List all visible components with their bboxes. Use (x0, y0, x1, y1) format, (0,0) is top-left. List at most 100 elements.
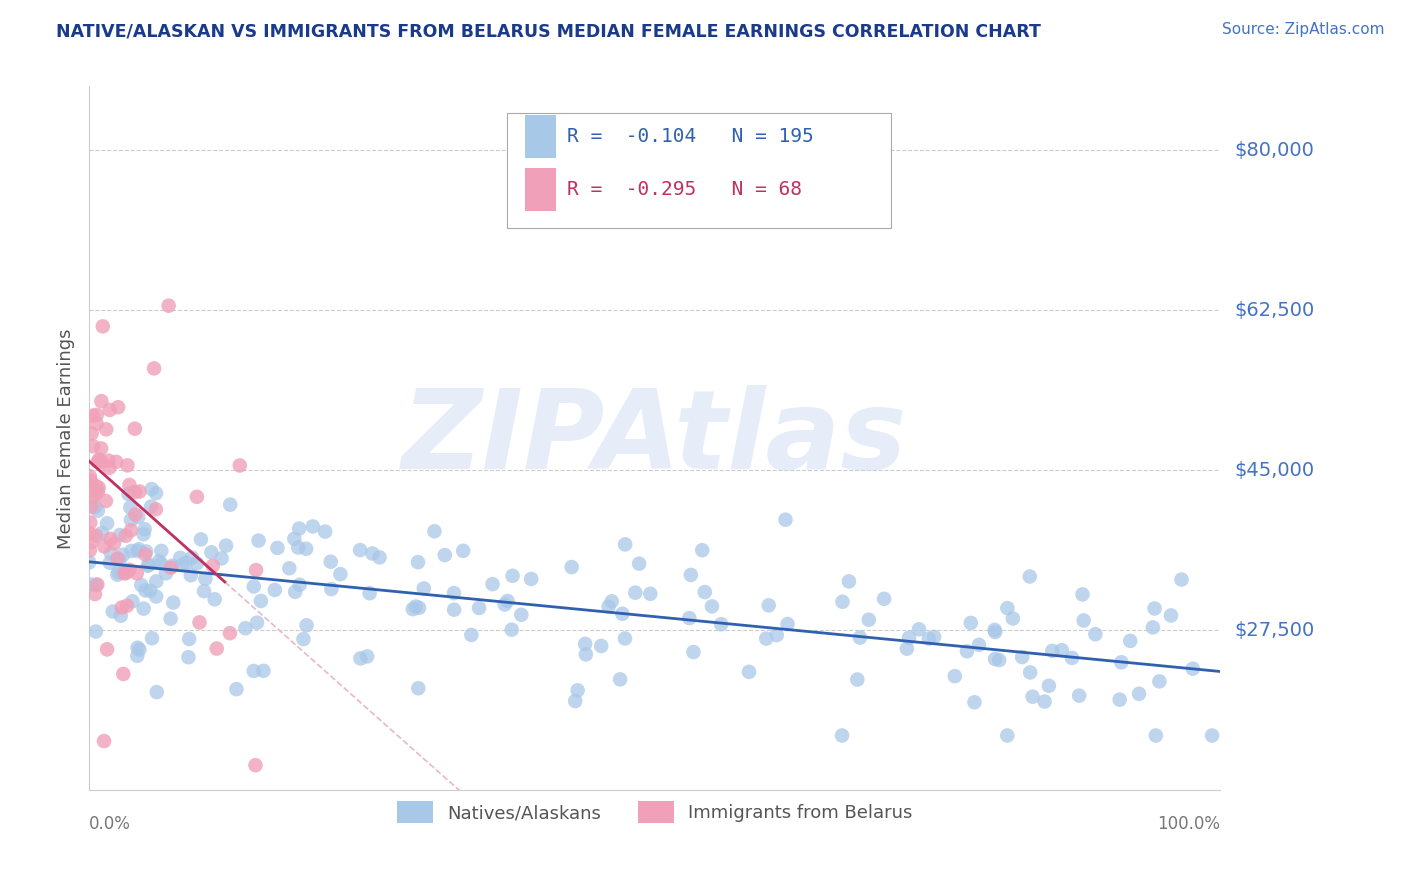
Point (359, 586, 381, 600)
Point (693, 585, 716, 599)
Point (1040, 644, 1063, 658)
Point (775, 513, 797, 527)
Point (984, 652, 1007, 666)
Point (98, 556, 121, 570)
Point (963, 695, 986, 709)
Point (1160, 608, 1182, 623)
Point (91, 525, 114, 540)
Point (124, 485, 146, 500)
Point (600, 594, 623, 608)
Text: $27,500: $27,500 (1234, 621, 1315, 640)
Point (710, 617, 733, 632)
Point (984, 625, 1007, 640)
Point (117, 458, 139, 473)
Point (98, 460, 121, 475)
Point (145, 502, 167, 516)
Point (295, 618, 318, 632)
Point (107, 400, 129, 414)
Point (79, 469, 101, 483)
Point (967, 638, 990, 652)
Point (117, 487, 139, 501)
Point (1201, 729, 1223, 743)
Point (180, 568, 202, 582)
Point (250, 594, 273, 608)
Point (157, 299, 180, 313)
Point (321, 582, 343, 596)
Point (84, 479, 107, 493)
Point (908, 623, 931, 637)
Point (204, 592, 226, 607)
Point (150, 557, 173, 571)
Point (145, 685, 167, 699)
Point (139, 583, 162, 598)
Point (520, 572, 543, 586)
Point (87, 503, 110, 517)
Point (846, 673, 869, 687)
Point (1084, 627, 1107, 641)
Point (136, 558, 159, 573)
Point (115, 566, 138, 580)
Point (235, 621, 257, 635)
Point (1018, 569, 1040, 583)
Point (90, 394, 112, 409)
Point (90, 442, 112, 456)
Point (283, 532, 305, 546)
Point (776, 617, 799, 632)
Point (111, 600, 134, 615)
Point (284, 584, 307, 599)
Text: ZIPAtlas: ZIPAtlas (402, 384, 907, 491)
Point (983, 623, 1005, 637)
Point (229, 458, 252, 473)
Point (82, 439, 104, 453)
Point (211, 551, 233, 566)
Point (177, 650, 200, 665)
Point (162, 596, 184, 610)
Point (80, 426, 103, 441)
Point (831, 595, 853, 609)
Point (84, 500, 107, 514)
Point (128, 642, 150, 657)
Point (148, 554, 170, 568)
Point (1181, 662, 1204, 676)
Point (496, 594, 519, 608)
Point (922, 630, 945, 644)
Point (115, 599, 138, 613)
Point (575, 648, 598, 662)
Point (124, 422, 146, 436)
Point (242, 580, 264, 594)
Point (127, 510, 149, 524)
Point (246, 615, 269, 630)
Point (90, 455, 112, 469)
Point (288, 578, 311, 592)
Point (86, 577, 108, 591)
Point (219, 626, 242, 640)
Point (682, 645, 704, 659)
Point (93, 734, 115, 748)
Point (1111, 655, 1133, 669)
Point (423, 524, 446, 539)
Point (132, 601, 155, 615)
Point (1143, 601, 1166, 615)
Point (118, 478, 141, 492)
Point (368, 550, 391, 565)
Point (127, 640, 149, 655)
Point (292, 632, 315, 647)
Point (849, 631, 872, 645)
Text: R =  -0.295   N = 68: R = -0.295 N = 68 (567, 180, 801, 199)
Point (79, 526, 101, 541)
Point (145, 486, 167, 500)
Point (120, 524, 142, 538)
Point (114, 529, 136, 543)
Point (84, 624, 107, 639)
Point (287, 541, 309, 555)
Point (561, 560, 583, 574)
Point (82, 409, 104, 423)
Point (574, 637, 596, 651)
Point (128, 484, 150, 499)
Point (1144, 729, 1167, 743)
Point (80, 477, 103, 491)
Point (84, 486, 107, 500)
Point (93, 540, 115, 554)
Point (98, 403, 121, 417)
Point (1142, 620, 1164, 634)
